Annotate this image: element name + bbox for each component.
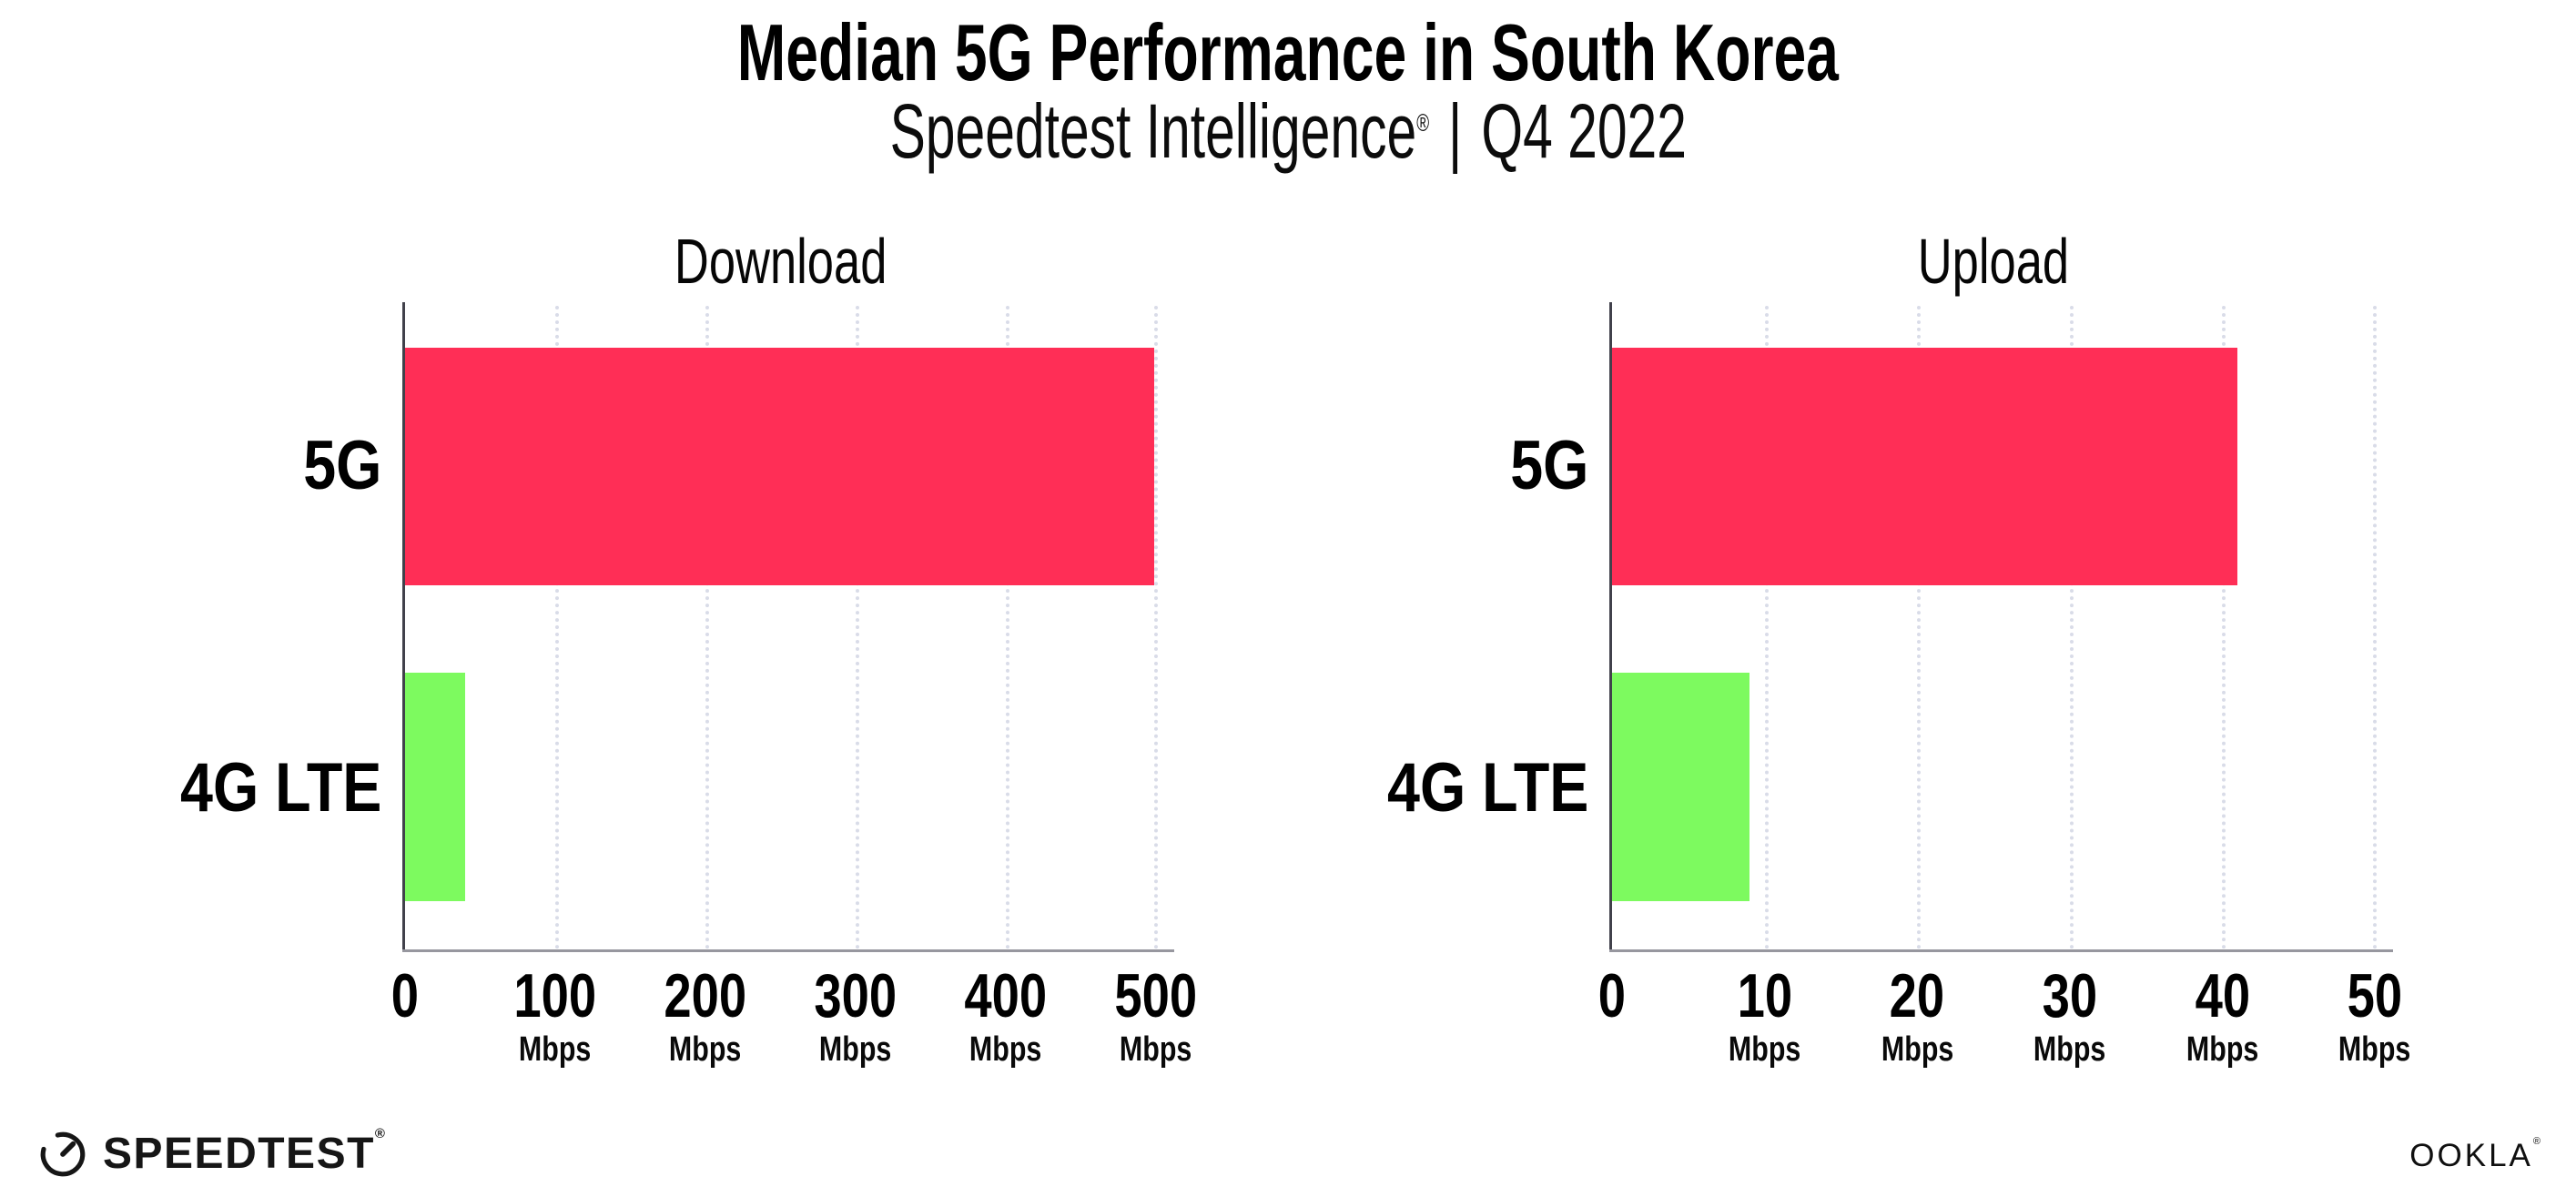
category-label-5g: 5G [1206, 431, 1588, 501]
x-tick: 30 Mbps [1961, 961, 2179, 1070]
speedtest-wordmark: SPEEDTEST® [103, 1125, 387, 1179]
plot-area [402, 302, 1174, 952]
x-tick-unit: Mbps [969, 1030, 1042, 1070]
x-tick: 10 Mbps [1656, 961, 1874, 1070]
category-label-text: 5G [302, 427, 381, 504]
x-tick-value: 100 [513, 961, 597, 1030]
x-tick-value: 500 [1114, 961, 1198, 1030]
bar-4g-lte [1612, 673, 1749, 901]
x-tick: 0 [1503, 961, 1721, 1070]
subtitle-separator: | [1447, 88, 1463, 174]
page-subtitle: Speedtest Intelligence® | Q4 2022 [0, 93, 2576, 169]
chart-title: Download [405, 229, 1156, 293]
x-tick-unit: Mbps [519, 1030, 592, 1070]
x-tick-unit: Mbps [669, 1030, 742, 1070]
page-subtitle-text: Speedtest Intelligence® | Q4 2022 [889, 93, 1686, 169]
x-tick: 200 Mbps [596, 961, 815, 1070]
x-tick-value: 300 [814, 961, 898, 1030]
y-axis-line [402, 302, 405, 952]
x-tick: 400 Mbps [897, 961, 1115, 1070]
x-tick-unit: Mbps [1728, 1030, 1801, 1070]
category-label-text: 5G [1509, 427, 1588, 504]
x-tick-unit: Mbps [1881, 1030, 1953, 1070]
x-axis-line [1609, 949, 2393, 952]
x-tick-unit: Mbps [2186, 1030, 2259, 1070]
page-title: Median 5G Performance in South Korea [0, 13, 2576, 93]
x-tick-value: 400 [964, 961, 1048, 1030]
x-tick-value: 50 [2347, 961, 2403, 1030]
page-title-text: Median 5G Performance in South Korea [736, 7, 1840, 97]
chart-title: Upload [1612, 229, 2375, 293]
x-tick: 100 Mbps [446, 961, 664, 1070]
x-tick-unit: Mbps [819, 1030, 892, 1070]
registered-trademark-icon: ® [2532, 1136, 2543, 1147]
registered-trademark-icon: ® [1415, 109, 1429, 137]
chart-title-text: Download [674, 226, 887, 297]
category-label-5g: 5G [0, 431, 381, 501]
x-tick-value: 10 [1737, 961, 1792, 1030]
chart-upload: Upload 5G 4G LTE 0 10 Mbps 20 Mbps 30 Mb… [1387, 229, 2411, 1069]
x-tick-value: 30 [2042, 961, 2098, 1030]
x-axis-line [402, 949, 1174, 952]
gridline [1006, 306, 1009, 949]
x-tick-unit: Mbps [1120, 1030, 1192, 1070]
gridline [555, 306, 559, 949]
bar-4g-lte [405, 673, 465, 901]
gridline [1154, 306, 1158, 949]
speedtest-logo: SPEEDTEST® [36, 1127, 386, 1180]
x-tick: 50 Mbps [2266, 961, 2484, 1070]
x-tick: 40 Mbps [2113, 961, 2331, 1070]
gridline [1764, 306, 1769, 949]
x-tick-value: 40 [2195, 961, 2250, 1030]
plot-area [1609, 302, 2393, 952]
x-tick-value: 200 [664, 961, 747, 1030]
bar-5g [1612, 348, 2238, 585]
x-tick-value: 0 [1597, 961, 1627, 1030]
gridline [2069, 306, 2074, 949]
x-tick-value: 0 [390, 961, 420, 1030]
chart-title-text: Upload [1917, 226, 2070, 297]
x-tick: 500 Mbps [1047, 961, 1265, 1070]
x-tick: 0 [296, 961, 514, 1070]
gridline [1917, 306, 1922, 949]
gridline [2373, 306, 2377, 949]
gridline [705, 306, 709, 949]
category-label-4g-lte: 4G LTE [0, 754, 381, 823]
subtitle-product: Speedtest Intelligence [889, 88, 1416, 174]
y-axis-line [1609, 302, 1612, 952]
bar-5g [405, 348, 1155, 585]
registered-trademark-icon: ® [374, 1125, 387, 1141]
speedtest-wordmark-text: SPEEDTEST [103, 1129, 375, 1178]
subtitle-period: Q4 2022 [1481, 88, 1687, 174]
gridline [2222, 306, 2226, 949]
ookla-logo: OOKLA® [2409, 1136, 2543, 1174]
chart-download: Download 5G 4G LTE 0 100 Mbps 200 Mbps 3… [180, 229, 1198, 1069]
ookla-wordmark: OOKLA [2409, 1138, 2533, 1173]
category-label-4g-lte: 4G LTE [1206, 754, 1588, 823]
x-tick-unit: Mbps [2338, 1030, 2411, 1070]
x-tick-unit: Mbps [2033, 1030, 2106, 1070]
x-tick-value: 20 [1889, 961, 1945, 1030]
category-label-text: 4G LTE [179, 749, 381, 827]
category-label-text: 4G LTE [1386, 749, 1588, 827]
x-tick: 20 Mbps [1808, 961, 2026, 1070]
x-tick: 300 Mbps [746, 961, 965, 1070]
speedtest-gauge-icon [40, 1131, 86, 1177]
gridline [856, 306, 859, 949]
